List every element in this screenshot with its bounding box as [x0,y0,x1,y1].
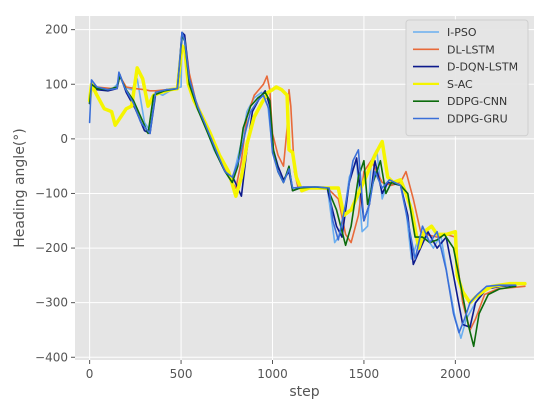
x-tick-label: 1000 [257,367,288,381]
x-tick-label: 2000 [440,367,471,381]
series-line-ddpg-gru [88,31,517,334]
x-axis-label: step [289,384,319,400]
y-tick-label: −300 [35,296,68,310]
y-tick-label: 100 [45,77,68,91]
y-tick-label: −200 [35,241,68,255]
legend: I-PSO DL-LSTM D-DQN-LSTM S-AC DDPG-CNN DDPG-G… [405,19,529,137]
y-tick-label: −100 [35,186,68,200]
y-tick-label: 200 [45,23,68,37]
series-lines [87,31,527,348]
legend-label: D-DQN-LSTM [447,61,518,74]
legend-label: S-AC [447,78,473,91]
legend-label: DDPG-CNN [447,95,507,108]
x-tick-label: 1500 [349,367,380,381]
legend-label: DL-LSTM [447,43,495,56]
legend-label: I-PSO [447,26,477,39]
x-tick-label: 0 [86,367,94,381]
y-tick-label: −400 [35,350,68,364]
series-line-s-ac [87,44,527,305]
x-tick-label: 500 [170,367,193,381]
legend-label: DDPG-GRU [447,113,508,126]
y-axis-label: Heading angle(°) [12,128,28,247]
y-tick-label: 0 [60,132,68,146]
